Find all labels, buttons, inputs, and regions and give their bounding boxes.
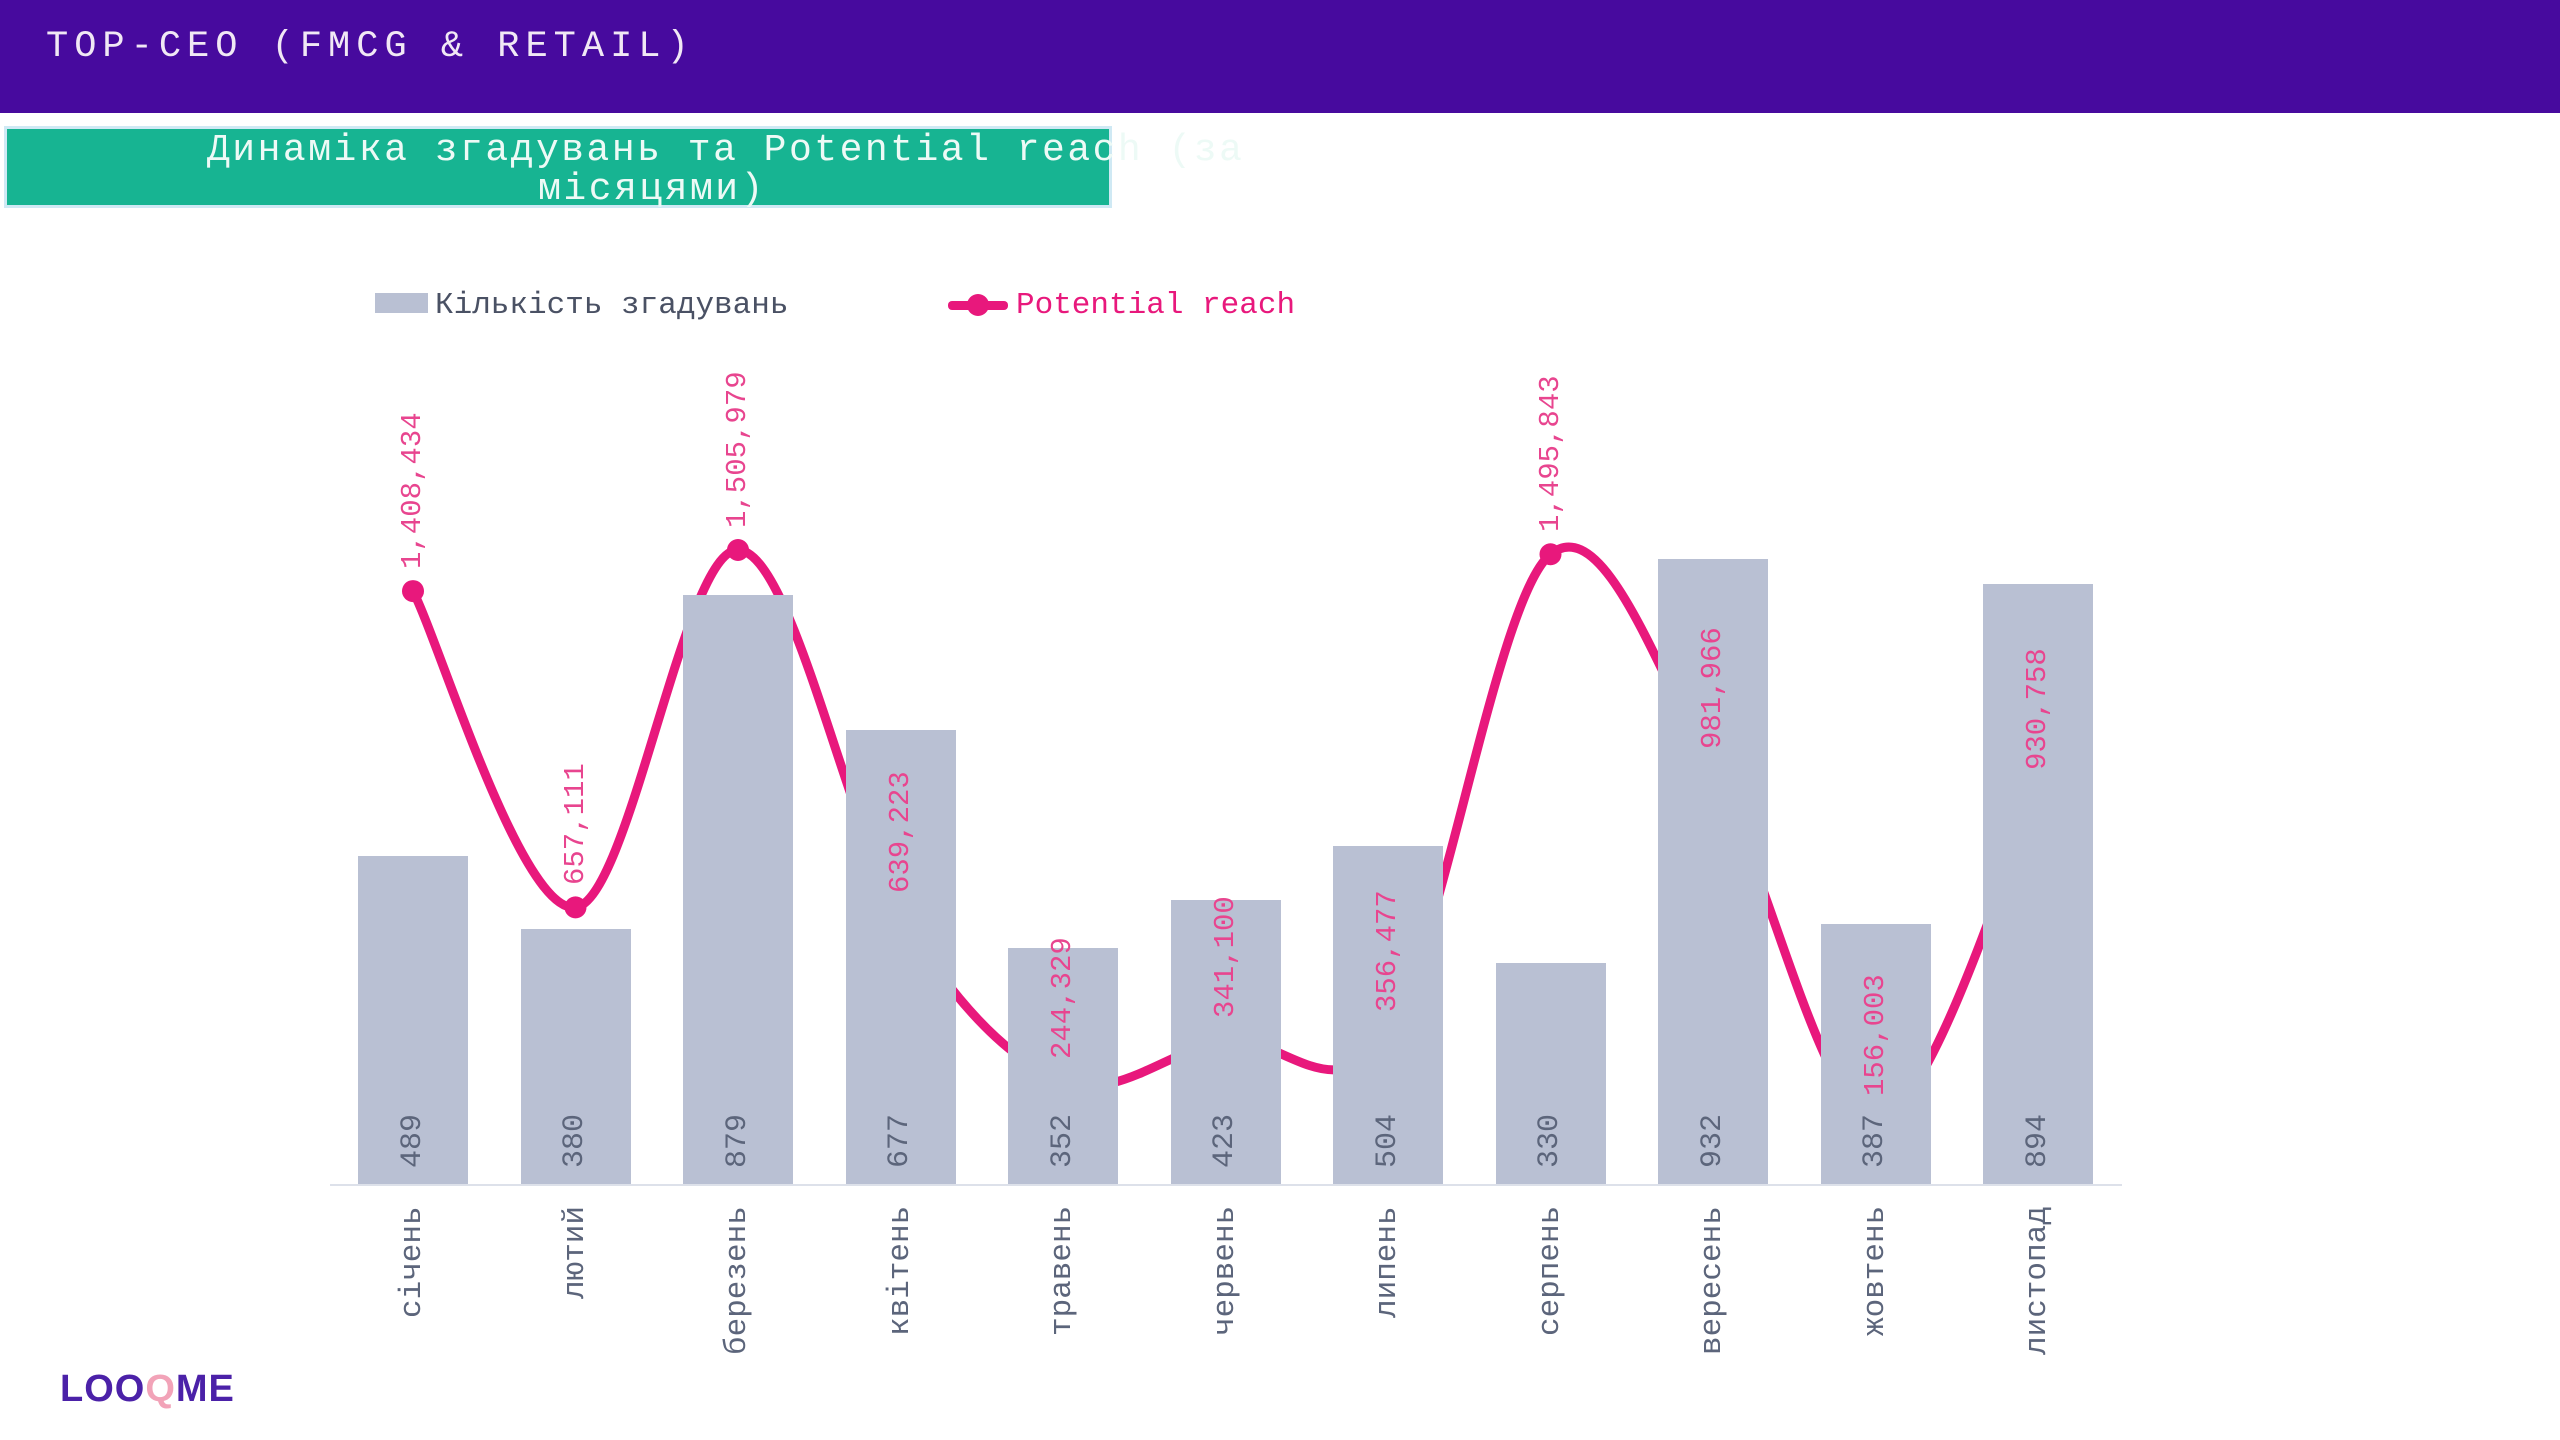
chart-title: Динаміка згадувань та Potential reach (з…: [207, 129, 1245, 211]
bar-value-label: 423: [1208, 1113, 1242, 1168]
line-value-label: 341,100: [1208, 896, 1242, 1019]
bar: [1170, 900, 1281, 1184]
line-value-label: 657,111: [558, 763, 592, 886]
bar: [1983, 584, 2093, 1184]
bar: [683, 594, 793, 1184]
bar-value-label: 504: [1370, 1113, 1405, 1168]
chart-title-line2: місяцями): [538, 168, 766, 211]
line-value-label: 981,966: [1696, 626, 1729, 749]
looqme-logo: LOOQME: [60, 1368, 235, 1411]
month-label: жовтень: [1857, 1205, 1893, 1337]
month-label: вересень: [1695, 1205, 1730, 1355]
month-label: лютий: [557, 1205, 593, 1299]
month-label: березень: [720, 1205, 755, 1355]
bar-value-label: 380: [558, 1113, 592, 1168]
legend-bar-swatch: [375, 293, 428, 313]
month-label: липень: [1370, 1205, 1405, 1318]
bar: [520, 929, 631, 1184]
line-value-label: 244,329: [1046, 937, 1079, 1060]
month-label: червень: [1207, 1205, 1243, 1337]
bar-value-label: 677: [883, 1113, 917, 1168]
line-point: [727, 539, 749, 561]
line-value-label: 639,223: [883, 771, 917, 893]
header-bar: TOP-CEO (FMCG & RETAIL): [0, 0, 2560, 113]
bar: [1495, 962, 1606, 1184]
line-value-label: 356,477: [1371, 890, 1404, 1012]
legend-bars-label: Кількість згадувань: [435, 288, 789, 323]
bar: [1820, 924, 1931, 1184]
bar: [1658, 559, 1768, 1184]
legend-line-dot-icon: [967, 294, 989, 316]
bar-value-label: 387: [1858, 1113, 1892, 1168]
logo-part2: ME: [175, 1368, 235, 1410]
line-value-label: 1,408,434: [396, 412, 429, 570]
month-label: січень: [395, 1205, 430, 1318]
month-label: серпень: [1532, 1205, 1568, 1337]
line-value-label: 930,758: [2021, 648, 2054, 771]
x-axis-line: [330, 1184, 2122, 1186]
line-point: [402, 580, 424, 603]
line-point: [564, 896, 587, 919]
line-value-label: 1,505,979: [721, 371, 754, 528]
logo-part1: LOO: [60, 1368, 146, 1410]
legend-line-label: Potential reach: [1016, 288, 1296, 323]
month-label: листопад: [2020, 1205, 2055, 1355]
line-point: [1539, 543, 1562, 566]
bar: [358, 856, 468, 1184]
page-title: TOP-CEO (FMCG & RETAIL): [46, 26, 695, 68]
bar-value-label: 489: [395, 1113, 430, 1168]
month-label: травень: [1045, 1205, 1080, 1337]
bar-value-label: 879: [720, 1113, 755, 1168]
bar: [1008, 947, 1118, 1184]
logo-q-icon: Q: [145, 1368, 176, 1410]
bar-value-label: 894: [2020, 1113, 2055, 1168]
month-label: квітень: [882, 1205, 918, 1337]
bar: [845, 730, 956, 1184]
chart-title-line1: Динаміка згадувань та Potential reach (з…: [207, 129, 1245, 172]
bar-value-label: 352: [1045, 1113, 1080, 1168]
bar-value-label: 330: [1533, 1113, 1567, 1168]
line-value-label: 1,495,843: [1533, 375, 1567, 533]
bar: [1333, 846, 1443, 1184]
chart-title-banner: Динаміка згадувань та Potential reach (з…: [4, 126, 1245, 211]
bar-value-label: 932: [1695, 1113, 1730, 1168]
line-value-label: 156,003: [1858, 974, 1892, 1097]
